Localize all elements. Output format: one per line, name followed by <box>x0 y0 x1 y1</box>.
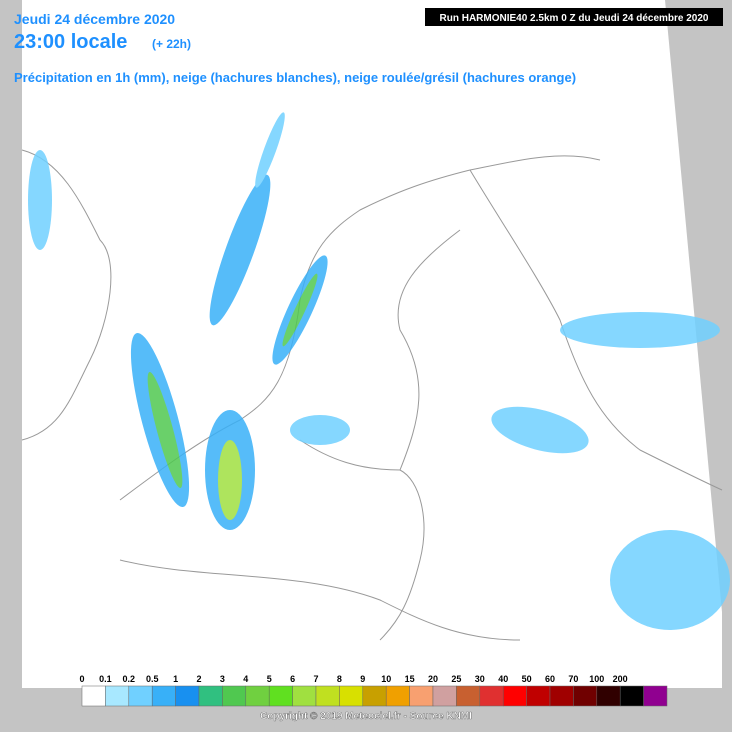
legend-swatch <box>198 685 223 707</box>
legend-swatch <box>105 685 130 707</box>
header-offset: (+ 22h) <box>152 37 191 51</box>
legend-swatch <box>456 685 481 707</box>
legend-label: 25 <box>451 674 461 684</box>
borders <box>21 149 723 641</box>
legend-swatch <box>315 685 340 707</box>
legend-label: 0.1 <box>99 674 112 684</box>
legend-label: 10 <box>381 674 391 684</box>
legend-label: 9 <box>360 674 365 684</box>
legend-swatch <box>573 685 598 707</box>
legend-label: 50 <box>522 674 532 684</box>
legend-label: 60 <box>545 674 555 684</box>
legend-label: 30 <box>475 674 485 684</box>
legend-swatch <box>245 685 270 707</box>
legend-label: 3 <box>220 674 225 684</box>
legend: 0 0.1 0.2 0.5 1 2 3 4 5 6 7 8 9 10 15 20 25 30 40 50 60 70 100… <box>79 674 668 707</box>
header-date: Jeudi 24 décembre 2020 <box>14 11 175 27</box>
legend-swatch <box>81 685 106 707</box>
legend-swatch <box>151 685 176 707</box>
map-area <box>22 0 722 688</box>
legend-label: 7 <box>313 674 318 684</box>
legend-label: 100 <box>589 674 604 684</box>
legend-swatch <box>175 685 200 707</box>
run-box <box>425 8 723 26</box>
legend-label: 6 <box>290 674 295 684</box>
legend-swatch <box>409 685 434 707</box>
legend-swatch <box>502 685 527 707</box>
legend-label: 15 <box>405 674 415 684</box>
legend-label: 4 <box>243 674 248 684</box>
legend-swatch <box>479 685 504 707</box>
legend-swatch <box>643 685 668 707</box>
copyright: Copyright © 2019 Meteociel.fr - Source K… <box>260 711 472 722</box>
legend-label: 5 <box>267 674 272 684</box>
legend-label: 8 <box>337 674 342 684</box>
legend-label: 0.2 <box>123 674 136 684</box>
legend-label: 20 <box>428 674 438 684</box>
legend-label: 40 <box>498 674 508 684</box>
legend-swatch <box>292 685 317 707</box>
legend-label: 0.5 <box>146 674 159 684</box>
legend-label: 0 <box>79 674 84 684</box>
legend-swatch <box>222 685 247 707</box>
legend-swatch <box>619 685 644 707</box>
header-subtitle: Précipitation en 1h (mm), neige (hachure… <box>14 70 576 85</box>
legend-swatch <box>362 685 387 707</box>
run-label: Run HARMONIE40 2.5km 0 Z du Jeudi 24 déc… <box>440 13 709 24</box>
legend-swatch <box>549 685 574 707</box>
legend-label: 200 <box>613 674 628 684</box>
legend-swatch <box>432 685 457 707</box>
legend-label: 70 <box>568 674 578 684</box>
legend-swatch <box>268 685 293 707</box>
precipitation <box>28 112 730 630</box>
legend-swatch <box>128 685 153 707</box>
legend-swatch <box>526 685 551 707</box>
legend-label: 2 <box>196 674 201 684</box>
legend-swatch <box>339 685 364 707</box>
legend-swatch <box>596 685 621 707</box>
legend-label: 1 <box>173 674 178 684</box>
legend-swatch <box>385 685 410 707</box>
header-time: 23:00 locale <box>14 31 127 53</box>
